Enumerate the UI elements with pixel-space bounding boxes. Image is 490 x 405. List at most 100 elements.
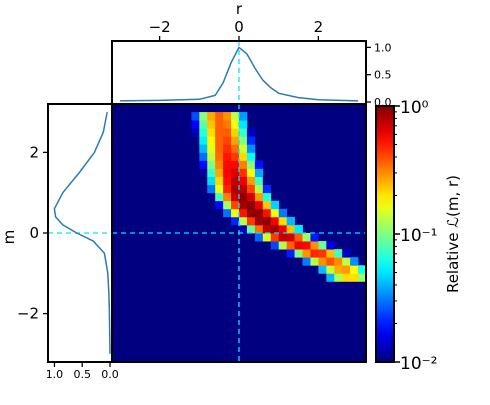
- heatmap-cell: [223, 208, 232, 218]
- heatmap-cell: [215, 192, 224, 202]
- colorbar-label: Relative ℒ(m, r): [444, 175, 462, 293]
- heatmap-cell: [246, 168, 256, 177]
- heatmap-cell: [302, 241, 311, 250]
- heatmap-cell: [207, 112, 216, 121]
- heatmap-cell: [239, 184, 248, 194]
- heatmap-cell: [254, 192, 264, 202]
- left-y-tick-label: 0: [29, 224, 39, 242]
- heatmap-cell: [199, 136, 208, 145]
- heatmap-cell: [207, 152, 216, 161]
- heatmap-cell: [246, 128, 256, 137]
- heatmap-cell: [223, 184, 232, 194]
- heatmap-cell: [350, 257, 359, 266]
- heatmap-cell: [254, 168, 264, 177]
- heatmap-cell: [207, 176, 216, 186]
- heatmap-cell: [254, 224, 264, 234]
- heatmap-cell: [215, 160, 224, 169]
- heatmap-cell: [239, 192, 248, 202]
- top-marginal-line: [119, 46, 359, 102]
- heatmap-cell: [239, 200, 248, 210]
- heatmap-cell: [270, 216, 280, 226]
- heatmap-cell: [342, 257, 351, 266]
- heatmap-cell: [262, 200, 272, 210]
- top-y-tick-label: 1.0: [374, 41, 392, 54]
- heatmap-cell: [278, 216, 288, 226]
- heatmap-cell: [262, 192, 272, 202]
- heatmap-cell: [286, 216, 295, 226]
- heatmap-cell: [199, 128, 208, 137]
- heatmap-cell: [310, 241, 319, 250]
- heatmap-cell: [262, 224, 272, 234]
- heatmap-cell: [223, 128, 232, 137]
- heatmap-cell: [350, 265, 359, 274]
- heatmap-cell: [239, 128, 248, 137]
- heatmap-cell: [223, 136, 232, 145]
- heatmap-cell: [223, 144, 232, 153]
- heatmap-cell: [318, 265, 327, 274]
- heatmap-cell: [207, 192, 216, 202]
- heatmap-cell: [326, 273, 335, 282]
- heatmap-cell: [286, 241, 295, 250]
- heatmap-cell: [231, 208, 240, 218]
- heatmap-cell: [215, 136, 224, 145]
- heatmap-cell: [310, 249, 319, 258]
- heatmap-cell: [254, 176, 264, 186]
- left-y-tick-label: 2: [29, 143, 39, 161]
- heatmap-cell: [239, 216, 248, 226]
- heatmap-cell: [231, 144, 240, 153]
- heatmap-cell: [270, 208, 280, 218]
- heatmap-cell: [207, 168, 216, 177]
- heatmap-cell: [191, 112, 200, 121]
- heatmap-cell: [254, 216, 264, 226]
- heatmap-cell: [246, 144, 256, 153]
- heatmap-cell: [246, 200, 256, 210]
- top-x-tick-label: −2: [149, 18, 171, 36]
- heatmap-cells: [191, 112, 367, 282]
- heatmap-cell: [231, 120, 240, 129]
- heatmap-cell: [246, 224, 256, 234]
- colorbar-tick-label: 10⁻¹: [400, 226, 437, 246]
- heatmap-cell: [239, 136, 248, 145]
- heatmap-cell: [278, 233, 288, 242]
- heatmap-cell: [231, 112, 240, 121]
- heatmap-cell: [215, 120, 224, 129]
- heatmap-cell: [231, 200, 240, 210]
- heatmap-cell: [310, 257, 319, 266]
- top-x-tick-label: 2: [314, 18, 324, 36]
- heatmap-cell: [254, 200, 264, 210]
- heatmap-cell: [223, 120, 232, 129]
- heatmap-cell: [239, 160, 248, 169]
- top-y-tick-label: 0.5: [374, 69, 392, 82]
- heatmap-cell: [215, 112, 224, 121]
- heatmap-cell: [215, 152, 224, 161]
- heatmap-cell: [334, 257, 343, 266]
- heatmap-cell: [215, 144, 224, 153]
- heatmap-cell: [270, 241, 280, 250]
- heatmap-cell: [223, 192, 232, 202]
- heatmap-cell: [286, 249, 295, 258]
- heatmap-cell: [302, 257, 311, 266]
- heatmap-cell: [191, 128, 200, 137]
- heatmap-cell: [318, 241, 327, 250]
- heatmap-cell: [239, 176, 248, 186]
- heatmap-cell: [231, 128, 240, 137]
- heatmap-cell: [246, 192, 256, 202]
- heatmap-cell: [350, 273, 359, 282]
- heatmap-cell: [207, 184, 216, 194]
- heatmap-cell: [199, 120, 208, 129]
- heatmap-cell: [334, 249, 343, 258]
- heatmap-cell: [207, 160, 216, 169]
- heatmap-cell: [239, 208, 248, 218]
- heatmap-cell: [270, 200, 280, 210]
- left-x-tick-label: 0.5: [73, 368, 91, 381]
- top-x-axis-label: r: [236, 0, 243, 18]
- heatmap-cell: [231, 168, 240, 177]
- top-marginal-plot: −2 0 2r0.00.51.0: [111, 0, 392, 109]
- heatmap-cell: [326, 265, 335, 274]
- heatmap-cell: [318, 257, 327, 266]
- heatmap-cell: [215, 168, 224, 177]
- heatmap-cell: [294, 241, 303, 250]
- heatmap-cell: [294, 224, 303, 234]
- left-marginal-line: [53, 111, 111, 354]
